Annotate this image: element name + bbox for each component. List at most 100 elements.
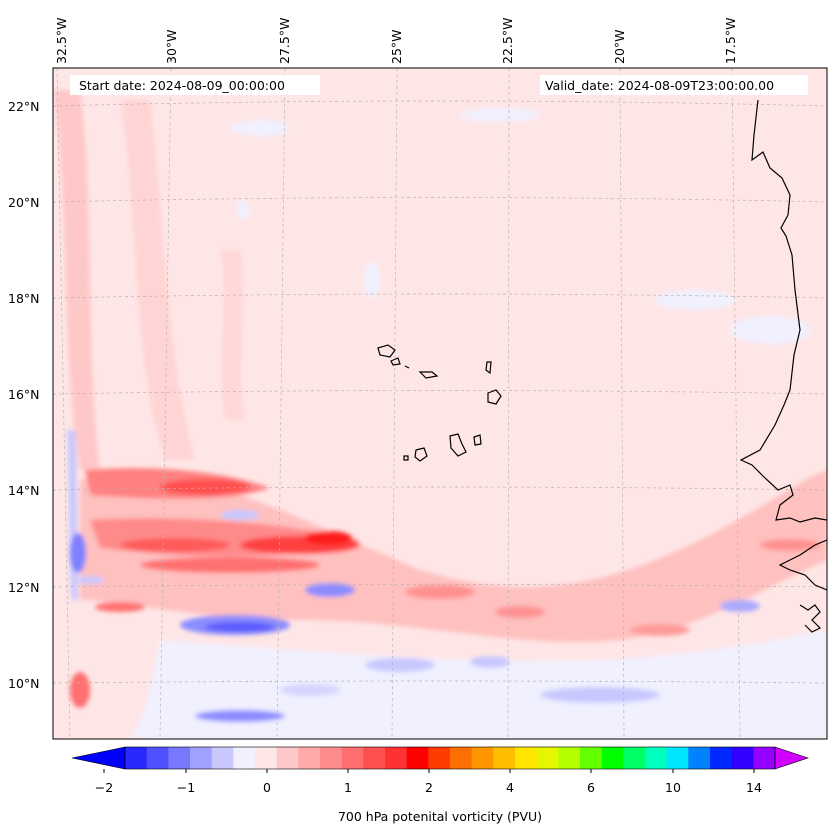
latitude-labels: 22°N 20°N 18°N 16°N 14°N 12°N 10°N (8, 99, 40, 691)
colorbar-tick-label: 1 (344, 780, 352, 795)
colorbar-cell (298, 747, 321, 769)
valid-date-label: Valid_date: 2024-08-09T23:00:00.00 (545, 78, 774, 93)
island-maio (473, 434, 482, 446)
island-brava (403, 455, 409, 461)
colorbar-cell (558, 747, 581, 769)
africa-coast-south (778, 539, 827, 591)
longitude-labels: 32.5°W 30°W 27.5°W 25°W 22.5°W 20°W 17.5… (54, 18, 738, 64)
colorbar-tick-labels: −2 −1 0 1 2 4 6 10 14 (95, 780, 762, 795)
colorbar-tick-label: 0 (263, 780, 271, 795)
colorbar-tick-label: −1 (177, 780, 195, 795)
pv-blue (76, 576, 104, 584)
lon-label: 17.5°W (723, 18, 738, 64)
colorbar-cell (710, 747, 733, 769)
start-date-label: Start date: 2024-08-09_00:00:00 (79, 78, 285, 93)
pv-blue-south (130, 630, 827, 739)
pv-jet-core (120, 538, 230, 552)
pv-jet (95, 602, 145, 612)
pv-jet (70, 672, 90, 708)
africa-coast (739, 99, 827, 523)
pv-patch (460, 108, 540, 122)
pv-jet (630, 624, 690, 636)
lon-label: 30°W (164, 29, 179, 64)
colorbar-tick-label: 6 (587, 780, 595, 795)
coastlines (377, 99, 827, 633)
lon-label: 20°W (612, 29, 627, 64)
pv-band-south (80, 470, 827, 643)
island-boa-vista (487, 389, 502, 405)
island-santiago (449, 433, 467, 457)
pv-blue (280, 684, 340, 696)
colorbar-cell (125, 747, 148, 769)
pv-blue (540, 687, 660, 703)
graticule (53, 68, 827, 739)
pv-jet (140, 557, 320, 573)
colorbar-frame (124, 746, 776, 770)
lat-label: 10°N (8, 676, 40, 691)
pv-patch (730, 316, 810, 344)
coast-islands (799, 604, 822, 633)
island-santo-antao (377, 344, 396, 358)
colorbar-cell (341, 747, 364, 769)
colorbar-cell (320, 747, 343, 769)
pv-blue (195, 710, 285, 722)
colorbar-tick-label: 4 (506, 780, 514, 795)
colorbar-cell (688, 747, 711, 769)
valid-date-box (540, 75, 808, 95)
pv-patch (237, 200, 249, 220)
pv-band-west-3 (220, 250, 245, 420)
pv-blue (470, 656, 510, 668)
pv-band-west-2 (120, 100, 195, 460)
lon-label: 32.5°W (54, 18, 69, 64)
colorbar-cell (233, 747, 256, 769)
pv-patch (364, 262, 380, 298)
lat-label: 16°N (8, 387, 40, 402)
colorbar-cell (211, 747, 234, 769)
colorbar-cell (146, 747, 169, 769)
pv-blue (365, 658, 435, 672)
lat-label: 14°N (8, 483, 40, 498)
colorbar-right-arrow (774, 746, 809, 770)
colorbar-cells (125, 747, 776, 769)
colorbar-tick-label: 14 (746, 780, 762, 795)
island-fogo (414, 447, 428, 462)
colorbar-cell (190, 747, 213, 769)
island-sao-nicolau (418, 371, 439, 379)
colorbar-cell (363, 747, 386, 769)
pv-blue (305, 583, 355, 597)
pv-blue (720, 600, 760, 612)
colorbar-cell (753, 747, 776, 769)
colorbar: −2 −1 0 1 2 4 6 10 14 700 hPa potenital … (71, 746, 809, 824)
colorbar-cell (450, 747, 473, 769)
colorbar-tick-label: 10 (665, 780, 681, 795)
pv-jet (405, 585, 475, 599)
lon-label: 27.5°W (277, 18, 292, 64)
lat-label: 20°N (8, 195, 40, 210)
colorbar-cell (276, 747, 299, 769)
colorbar-ticks (103, 769, 755, 773)
pv-blue-core (205, 622, 275, 632)
pv-jet-core (160, 479, 250, 495)
colorbar-cell (536, 747, 559, 769)
island-santa-luzia (404, 365, 410, 369)
island-sao-vicente (390, 357, 401, 366)
start-date-box (70, 75, 320, 95)
pv-contours (53, 90, 827, 739)
pv-blue (220, 510, 260, 520)
colorbar-cell (580, 747, 603, 769)
island-sal (485, 361, 492, 375)
pv-patch (230, 120, 290, 136)
pv-jet (495, 606, 545, 618)
colorbar-cell (493, 747, 516, 769)
colorbar-cell (645, 747, 668, 769)
lat-label: 12°N (8, 580, 40, 595)
colorbar-cell (623, 747, 646, 769)
colorbar-cell (666, 747, 689, 769)
lon-label: 25°W (389, 29, 404, 64)
colorbar-cell (406, 747, 429, 769)
colorbar-tick-label: 2 (425, 780, 433, 795)
colorbar-cell (515, 747, 538, 769)
colorbar-cell (385, 747, 408, 769)
lat-label: 22°N (8, 99, 40, 114)
colorbar-cell (168, 747, 191, 769)
